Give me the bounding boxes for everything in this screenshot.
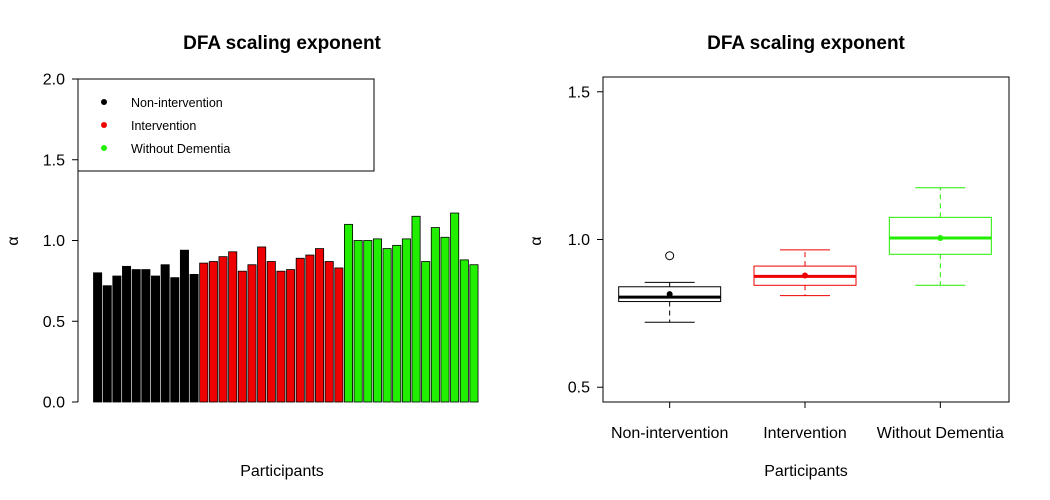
bar-non-intervention xyxy=(150,275,160,403)
bar-chart-y-tick-label: 1.5 xyxy=(43,152,65,169)
box-without-dementia xyxy=(888,187,992,286)
bar-without-dementia xyxy=(421,261,431,403)
bar-intervention xyxy=(228,251,238,403)
box-plot-boxes xyxy=(618,187,992,323)
bar-intervention xyxy=(208,261,218,403)
bar-chart-y-tick-label: 2.0 xyxy=(43,72,65,89)
bar-non-intervention xyxy=(179,249,189,403)
bar-intervention xyxy=(218,256,228,403)
bar-chart-y-label: α xyxy=(5,236,22,245)
box-mean-point-non-intervention xyxy=(666,291,673,298)
box-plot-y-tick-label: 1.5 xyxy=(568,84,590,101)
bar-non-intervention xyxy=(189,274,199,403)
legend-label-non-intervention: Non-intervention xyxy=(131,96,223,110)
bar-without-dementia xyxy=(411,215,421,403)
bar-without-dementia xyxy=(382,248,392,403)
legend-marker-non-intervention xyxy=(101,99,107,105)
box-plot-panel: DFA scaling exponent Participants α 0.5 1… xyxy=(528,33,1010,480)
bar-chart-y-tick-label: 1.0 xyxy=(43,233,65,250)
box-intervention xyxy=(753,249,857,297)
legend-label-intervention: Intervention xyxy=(131,119,196,133)
legend-label-without-dementia: Without Dementia xyxy=(131,142,230,156)
bar-intervention xyxy=(276,270,286,403)
bar-without-dementia xyxy=(401,238,411,403)
bar-without-dementia xyxy=(459,259,469,403)
box-plot-y-ticks: 0.5 1.0 1.5 xyxy=(568,84,603,397)
box-plot-x-tick-label-intervention: Intervention xyxy=(763,425,847,442)
legend: Non-intervention Intervention Without De… xyxy=(77,78,375,172)
box-plot-y-tick-label: 1.0 xyxy=(568,232,590,249)
bar-non-intervention xyxy=(122,265,132,403)
box-plot-x-label: Participants xyxy=(764,463,848,480)
bar-intervention xyxy=(315,248,325,403)
bar-non-intervention xyxy=(112,275,122,403)
bar-chart-y-tick-label: 0.0 xyxy=(43,395,65,412)
bar-intervention xyxy=(295,257,305,403)
legend-marker-without-dementia xyxy=(101,145,107,151)
bar-non-intervention xyxy=(141,269,151,403)
bar-chart-bars xyxy=(93,212,479,403)
bar-without-dementia xyxy=(363,240,373,403)
bar-without-dementia xyxy=(430,227,440,403)
box-outlier-non-intervention xyxy=(665,251,675,261)
bar-intervention xyxy=(286,269,296,403)
bar-non-intervention xyxy=(131,269,141,403)
box-plot-y-label: α xyxy=(528,236,545,245)
legend-marker-intervention xyxy=(101,122,107,128)
bar-without-dementia xyxy=(450,212,460,403)
bar-intervention xyxy=(257,246,267,403)
bar-intervention xyxy=(247,264,257,403)
box-mean-point-intervention xyxy=(802,272,808,279)
bar-non-intervention xyxy=(160,264,170,403)
box-plot-x-tick-label-non-intervention: Non-intervention xyxy=(611,425,728,442)
bar-intervention xyxy=(324,261,334,403)
bar-without-dementia xyxy=(440,236,450,403)
bar-non-intervention xyxy=(102,285,112,403)
bar-non-intervention xyxy=(93,272,103,403)
bar-intervention xyxy=(334,267,344,403)
bar-chart-y-tick-label: 0.5 xyxy=(43,314,65,331)
box-plot-y-tick-label: 0.5 xyxy=(568,380,590,397)
box-mean-point-without-dementia xyxy=(937,235,944,242)
bar-chart-x-label: Participants xyxy=(240,463,324,480)
bar-intervention xyxy=(199,262,209,403)
bar-chart-title: DFA scaling exponent xyxy=(183,33,381,54)
box-plot-title: DFA scaling exponent xyxy=(707,33,905,54)
box-plot-x-tick-label-without-dementia: Without Dementia xyxy=(877,425,1004,442)
bar-chart-y-ticks: 0.0 0.5 1.0 1.5 2.0 xyxy=(43,72,78,412)
bar-without-dementia xyxy=(353,240,363,403)
box-plot-x-ticks: Non-intervention Intervention Without Deme… xyxy=(611,402,1004,442)
bar-chart-panel: DFA scaling exponent Participants α 0.00… xyxy=(5,33,479,480)
bar-intervention xyxy=(266,261,276,403)
bar-without-dementia xyxy=(469,264,479,403)
bar-non-intervention xyxy=(170,277,180,403)
box-non-intervention xyxy=(618,251,722,323)
bar-intervention xyxy=(305,254,315,403)
bar-without-dementia xyxy=(392,244,402,403)
bar-intervention xyxy=(237,270,247,403)
bar-without-dementia xyxy=(372,238,382,403)
legend-box xyxy=(77,78,375,172)
bar-without-dementia xyxy=(343,223,353,403)
